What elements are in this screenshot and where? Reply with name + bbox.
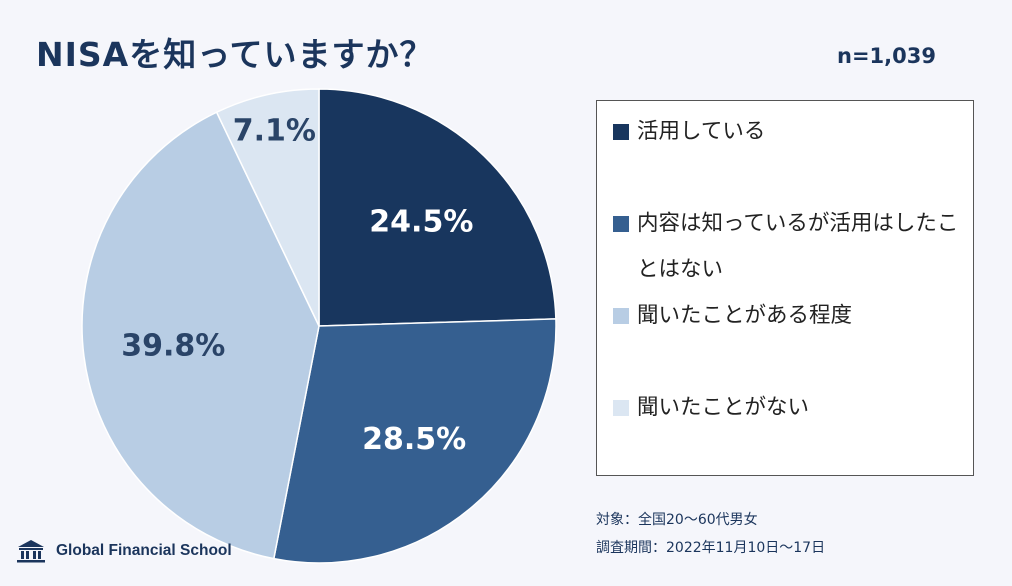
legend-item: 活用している (613, 109, 968, 155)
pie-slice (81, 111, 320, 560)
logo-text: Global Financial School (56, 542, 232, 559)
slice-label: 39.8% (121, 329, 225, 364)
survey-target: 対象：全国20～60代男女 (596, 512, 758, 528)
legend: 活用している 内容は知っているが活用はしたことはない 聞いたことがある程度 聞い… (596, 100, 974, 476)
legend-swatch (613, 308, 629, 324)
school-building-icon (17, 540, 45, 563)
legend-item: 聞いたことがない (613, 385, 968, 431)
slice-label: 24.5% (369, 205, 473, 240)
pie-slice (272, 318, 557, 564)
chart-title: NISAを知っていますか？ (36, 35, 434, 74)
legend-label: 活用している (637, 119, 766, 144)
pie-chart: 24.5% 28.5% 39.8% 7.1% (81, 88, 557, 564)
legend-item: 内容は知っているが活用はしたことはない (613, 201, 968, 293)
legend-label: 内容は知っているが活用はしたことはない (637, 211, 959, 282)
pie-slice (215, 88, 320, 327)
sample-size: n=1,039 (837, 44, 936, 68)
legend-label: 聞いたことがある程度 (637, 303, 853, 328)
slice-label: 28.5% (362, 422, 466, 457)
survey-notes: 対象：全国20～60代男女 調査期間：2022年11月10日～17日 (596, 506, 825, 562)
brand-logo: Global Financial School (14, 538, 232, 564)
slice-label: 7.1% (233, 114, 316, 149)
legend-swatch (613, 216, 629, 232)
legend-item: 聞いたことがある程度 (613, 293, 968, 339)
survey-period: 調査期間：2022年11月10日～17日 (596, 540, 826, 556)
legend-swatch (613, 124, 629, 140)
legend-label: 聞いたことがない (637, 395, 810, 420)
pie-slice (318, 88, 557, 327)
legend-swatch (613, 400, 629, 416)
